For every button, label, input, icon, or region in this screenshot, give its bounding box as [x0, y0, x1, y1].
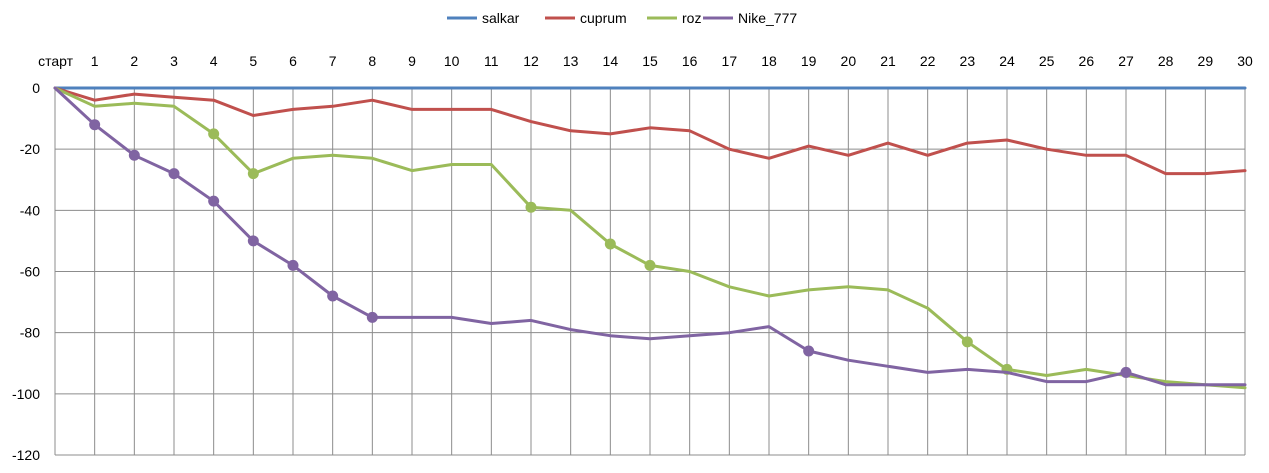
x-tick-label: 18 — [761, 53, 777, 69]
data-point — [89, 119, 101, 131]
x-tick-label: 25 — [1039, 53, 1055, 69]
x-tick-label: 1 — [91, 53, 99, 69]
x-tick-label: 15 — [642, 53, 658, 69]
x-tick-label: 10 — [444, 53, 460, 69]
y-tick-label: -100 — [12, 386, 40, 402]
legend-label: roz — [682, 10, 701, 26]
x-tick-label: 5 — [249, 53, 257, 69]
data-point — [128, 149, 140, 161]
x-tick-label: 7 — [329, 53, 337, 69]
x-tick-label: 21 — [880, 53, 896, 69]
x-tick-label: 19 — [801, 53, 817, 69]
x-tick-label: 4 — [210, 53, 218, 69]
x-tick-label: 22 — [920, 53, 936, 69]
legend-entry: Nike_777 — [703, 10, 797, 26]
x-tick-label: 14 — [603, 53, 619, 69]
series-cuprum — [53, 86, 1247, 176]
legend-label: cuprum — [580, 10, 627, 26]
x-tick-label: 30 — [1237, 53, 1253, 69]
chart-grid — [54, 87, 1246, 456]
y-tick-label: -20 — [20, 141, 40, 157]
data-point — [803, 345, 815, 357]
x-tick-label: 29 — [1198, 53, 1214, 69]
y-tick-label: -120 — [12, 447, 40, 463]
x-tick-label: 28 — [1158, 53, 1174, 69]
x-tick-label: 16 — [682, 53, 698, 69]
x-tick-label: 8 — [368, 53, 376, 69]
x-tick-label: 27 — [1118, 53, 1134, 69]
x-tick-label: 6 — [289, 53, 297, 69]
chart-legend: salkar cuprum roz Nike_777 — [447, 10, 797, 26]
x-tick-label: 9 — [408, 53, 416, 69]
data-point — [1120, 366, 1132, 378]
x-tick-label: 17 — [722, 53, 738, 69]
data-point — [644, 259, 656, 271]
data-point — [366, 311, 378, 323]
data-point — [604, 238, 616, 250]
legend-entry: cuprum — [545, 10, 627, 26]
x-tick-label: 20 — [841, 53, 857, 69]
x-tick-label: 2 — [130, 53, 138, 69]
x-tick-label: 23 — [960, 53, 976, 69]
y-tick-label: -80 — [20, 325, 40, 341]
data-point — [961, 336, 973, 348]
x-tick-label: 24 — [999, 53, 1015, 69]
data-point — [525, 201, 537, 213]
x-axis-tick-labels: старт 1 2 3 4 5 6 7 8 9 10 11 12 13 14 15 16 17 18 19 20 21 22… — [38, 53, 1253, 69]
y-tick-label: 0 — [32, 80, 40, 96]
x-tick-label: 12 — [523, 53, 539, 69]
data-point — [208, 128, 220, 140]
y-tick-label: -60 — [20, 264, 40, 280]
x-tick-label: 26 — [1079, 53, 1095, 69]
legend-label: Nike_777 — [738, 10, 797, 26]
data-point — [327, 290, 339, 302]
legend-entry: salkar — [447, 10, 520, 26]
series-line — [53, 86, 1247, 176]
data-point — [247, 168, 259, 180]
y-axis-tick-labels: 0 -20 -40 -60 -80 -100 -120 — [12, 80, 40, 463]
chart-series — [53, 86, 1247, 390]
data-point — [247, 235, 259, 247]
data-point — [287, 259, 299, 271]
data-point — [208, 195, 220, 207]
x-tick-label: 3 — [170, 53, 178, 69]
x-tick-label: 13 — [563, 53, 579, 69]
data-point — [168, 168, 180, 180]
x-tick-label: 11 — [484, 53, 499, 69]
x-tick-label: старт — [38, 53, 74, 69]
legend-entry: roz — [647, 10, 701, 26]
legend-label: salkar — [482, 10, 520, 26]
series-nike-777 — [53, 86, 1247, 387]
y-tick-label: -40 — [20, 202, 40, 218]
